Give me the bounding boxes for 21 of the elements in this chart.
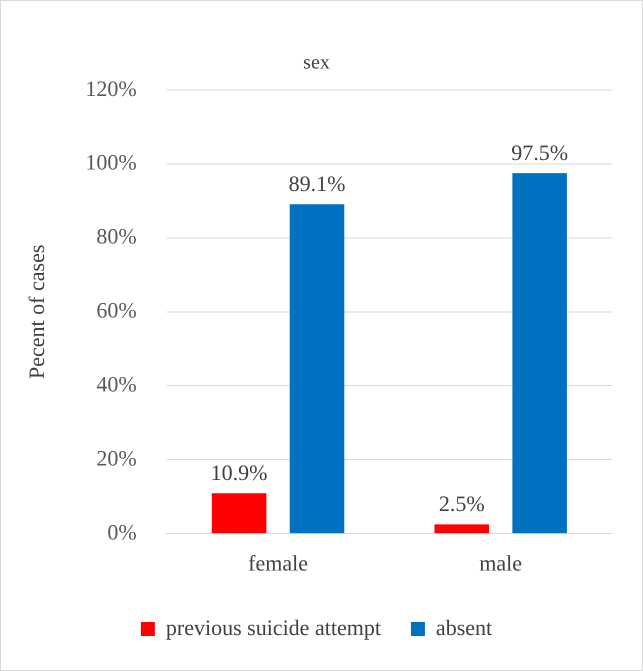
bar [434, 524, 489, 534]
y-axis-title: Pecent of cases [24, 244, 49, 379]
y-tick-label: 60% [96, 298, 137, 323]
bar [512, 173, 567, 534]
y-tick-label: 0% [107, 519, 137, 544]
data-label: 97.5% [511, 140, 568, 165]
bar [212, 493, 266, 534]
legend-label: previous suicide attempt [166, 614, 381, 640]
y-tick-label: 120% [85, 76, 137, 101]
y-tick-label: 40% [96, 372, 137, 397]
data-label: 2.5% [438, 491, 485, 516]
chart-title: sex [303, 51, 330, 74]
y-tick-label: 80% [96, 224, 137, 249]
data-label: 10.9% [210, 460, 268, 486]
y-tick-label: 100% [85, 150, 137, 175]
x-tick-label: female [248, 550, 308, 576]
legend-label: absent [436, 614, 492, 640]
bar [290, 204, 344, 534]
data-label: 89.1% [288, 171, 346, 196]
x-tick-label: male [479, 550, 522, 576]
y-tick-label: 20% [96, 445, 137, 470]
